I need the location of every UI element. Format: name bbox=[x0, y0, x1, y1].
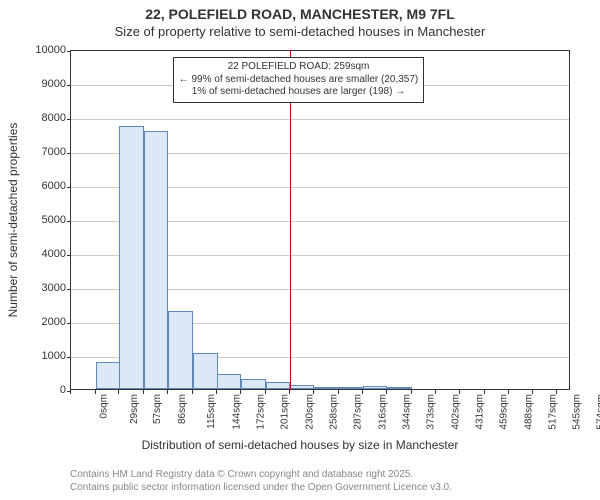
x-tick-label: 545sqm bbox=[571, 394, 582, 430]
x-tick-label: 402sqm bbox=[450, 394, 461, 430]
x-tick-mark bbox=[143, 390, 144, 394]
x-tick-label: 230sqm bbox=[304, 394, 315, 430]
x-axis-label: Distribution of semi-detached houses by … bbox=[0, 438, 600, 452]
histogram-bar bbox=[290, 385, 315, 389]
y-tick-label: 4000 bbox=[6, 248, 66, 260]
histogram-bar bbox=[241, 379, 266, 389]
y-tick-mark bbox=[67, 323, 71, 324]
y-tick-mark bbox=[67, 51, 71, 52]
y-tick-mark bbox=[67, 255, 71, 256]
x-tick-mark bbox=[118, 390, 119, 394]
x-tick-label: 0sqm bbox=[98, 394, 109, 418]
gridline-h bbox=[71, 119, 569, 120]
x-tick-label: 316sqm bbox=[377, 394, 388, 430]
y-tick-mark bbox=[67, 357, 71, 358]
x-tick-label: 344sqm bbox=[401, 394, 412, 430]
x-tick-label: 115sqm bbox=[206, 394, 217, 429]
histogram-bar bbox=[168, 311, 193, 389]
x-tick-label: 144sqm bbox=[232, 394, 243, 430]
footer-line-1: Contains HM Land Registry data © Crown c… bbox=[70, 469, 452, 482]
x-tick-label: 258sqm bbox=[328, 394, 339, 430]
x-tick-label: 373sqm bbox=[426, 394, 437, 430]
histogram-bar bbox=[339, 387, 364, 389]
y-tick-label: 8000 bbox=[6, 112, 66, 124]
y-tick-mark bbox=[67, 85, 71, 86]
y-tick-label: 0 bbox=[6, 384, 66, 396]
x-tick-label: 57sqm bbox=[152, 394, 163, 424]
histogram-bar bbox=[314, 387, 339, 389]
footer-attribution: Contains HM Land Registry data © Crown c… bbox=[70, 469, 452, 494]
annotation-line-3: 1% of semi-detached houses are larger (1… bbox=[179, 86, 419, 99]
x-tick-label: 29sqm bbox=[129, 394, 140, 424]
x-tick-mark bbox=[167, 390, 168, 394]
y-tick-mark bbox=[67, 221, 71, 222]
annotation-box: 22 POLEFIELD ROAD: 259sqm← 99% of semi-d… bbox=[173, 57, 425, 103]
plot-area: 22 POLEFIELD ROAD: 259sqm← 99% of semi-d… bbox=[70, 50, 570, 390]
y-tick-mark bbox=[67, 187, 71, 188]
x-tick-label: 517sqm bbox=[548, 394, 559, 430]
y-tick-label: 3000 bbox=[6, 282, 66, 294]
histogram-bar bbox=[96, 362, 121, 389]
title-line-2: Size of property relative to semi-detach… bbox=[0, 24, 600, 39]
x-tick-label: 172sqm bbox=[255, 394, 266, 430]
y-tick-label: 7000 bbox=[6, 146, 66, 158]
x-tick-label: 287sqm bbox=[353, 394, 364, 430]
x-tick-mark bbox=[70, 390, 71, 394]
x-tick-label: 488sqm bbox=[523, 394, 534, 430]
y-tick-label: 5000 bbox=[6, 214, 66, 226]
y-tick-mark bbox=[67, 119, 71, 120]
x-tick-mark bbox=[95, 390, 96, 394]
histogram-bar bbox=[217, 374, 242, 389]
x-tick-label: 86sqm bbox=[177, 394, 188, 424]
y-tick-label: 6000 bbox=[6, 180, 66, 192]
x-tick-label: 201sqm bbox=[280, 394, 291, 430]
x-tick-label: 574sqm bbox=[596, 394, 600, 430]
x-tick-label: 431sqm bbox=[475, 394, 486, 430]
histogram-bar bbox=[387, 387, 412, 389]
footer-line-2: Contains public sector information licen… bbox=[70, 482, 452, 495]
histogram-bar bbox=[193, 353, 218, 389]
annotation-line-1: 22 POLEFIELD ROAD: 259sqm bbox=[179, 61, 419, 74]
histogram-bar bbox=[266, 382, 291, 389]
y-tick-mark bbox=[67, 153, 71, 154]
y-tick-mark bbox=[67, 289, 71, 290]
y-tick-label: 1000 bbox=[6, 350, 66, 362]
title-line-1: 22, POLEFIELD ROAD, MANCHESTER, M9 7FL bbox=[0, 6, 600, 22]
x-tick-label: 459sqm bbox=[499, 394, 510, 430]
chart-container: 22, POLEFIELD ROAD, MANCHESTER, M9 7FL S… bbox=[0, 0, 600, 500]
y-tick-label: 10000 bbox=[6, 44, 66, 56]
y-tick-label: 9000 bbox=[6, 78, 66, 90]
x-tick-mark bbox=[192, 390, 193, 394]
x-tick-marks bbox=[70, 390, 570, 398]
histogram-bar bbox=[363, 386, 388, 389]
y-tick-label: 2000 bbox=[6, 316, 66, 328]
histogram-bar bbox=[119, 126, 144, 390]
histogram-bar bbox=[144, 131, 169, 389]
annotation-line-2: ← 99% of semi-detached houses are smalle… bbox=[179, 74, 419, 87]
